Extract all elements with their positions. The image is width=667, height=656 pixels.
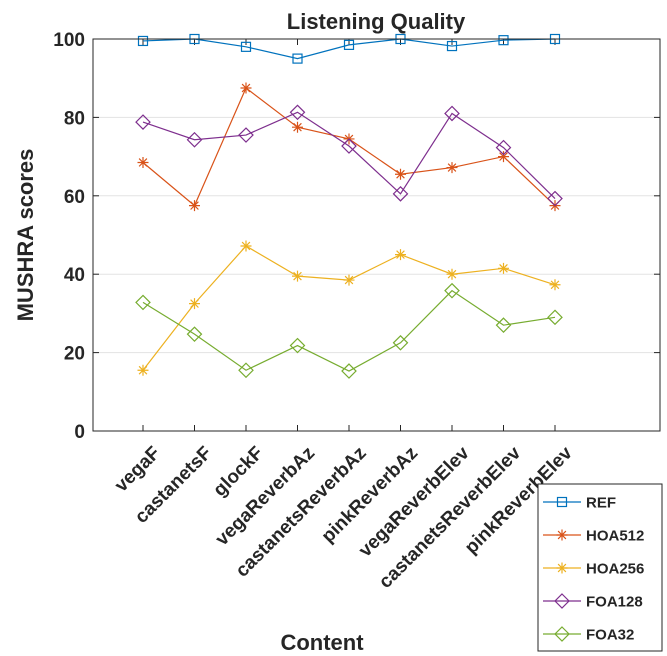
chart-title: Listening Quality (287, 9, 466, 34)
plot-frame (92, 38, 661, 432)
data-point-foa32 (289, 337, 306, 354)
data-point-foa128 (495, 139, 512, 156)
legend-marker (556, 562, 568, 574)
data-point-foa32 (547, 309, 563, 326)
data-point-foa32 (341, 363, 357, 379)
data-point-ref (446, 40, 458, 52)
data-point-foa32 (238, 362, 254, 379)
data-point-foa128 (135, 114, 151, 130)
legend-label: FOA32 (586, 627, 634, 644)
series-line-ref (142, 38, 556, 60)
y-axis-label: MUSHRA scores (13, 149, 38, 322)
data-point-hoa512 (240, 82, 252, 94)
data-point-hoa256 (498, 262, 509, 274)
legend-label: FOA128 (586, 594, 643, 611)
data-point-hoa512 (446, 162, 458, 174)
y-tick-label: 100 (53, 30, 85, 51)
data-point-ref (292, 53, 303, 64)
data-point-foa32 (444, 282, 460, 299)
data-point-hoa256 (292, 270, 303, 282)
x-axis-label: Content (280, 630, 364, 655)
legend-label: REF (586, 495, 616, 512)
data-point-hoa512 (498, 151, 509, 163)
legend-entry: HOA256 (543, 561, 644, 578)
data-point-foa128 (392, 185, 409, 202)
data-point-foa128 (341, 138, 357, 154)
legend-label: HOA256 (586, 561, 644, 578)
y-tick-label: 80 (64, 108, 85, 129)
data-point-hoa256 (240, 240, 252, 252)
legend-marker (556, 496, 568, 508)
data-point-hoa256 (549, 279, 561, 291)
data-point-foa32 (135, 294, 151, 311)
legend-marker (554, 593, 570, 609)
data-point-hoa512 (292, 121, 303, 133)
legend-entry: REF (543, 495, 616, 512)
data-point-hoa512 (189, 200, 200, 212)
data-point-foa128 (238, 127, 254, 143)
series-line-foa32 (142, 289, 556, 372)
y-tick-label: 20 (64, 344, 85, 365)
legend-entry: FOA32 (543, 626, 634, 644)
data-point-foa128 (289, 104, 306, 121)
data-point-foa32 (495, 317, 512, 334)
legend-entry: FOA128 (543, 593, 643, 611)
legend: REF HOA512 HOA256 FOA128 FOA32 (537, 483, 663, 652)
legend-marker (556, 529, 568, 541)
series-lines (135, 33, 563, 379)
data-point-hoa256 (395, 249, 406, 261)
legend-entry: HOA512 (543, 528, 644, 545)
data-point-hoa512 (137, 156, 149, 168)
data-point-ref (240, 41, 252, 52)
series-line-foa128 (142, 111, 556, 199)
data-point-foa32 (392, 334, 409, 351)
y-tick-label: 40 (64, 265, 85, 286)
data-point-foa128 (444, 105, 460, 122)
data-point-hoa256 (189, 298, 200, 310)
y-tick-label: 0 (74, 422, 85, 443)
data-point-foa32 (186, 326, 203, 343)
data-point-ref (498, 35, 509, 46)
series-line-hoa256 (142, 245, 556, 371)
data-point-ref (137, 35, 149, 47)
gridlines (93, 116, 660, 354)
data-point-foa128 (547, 190, 563, 207)
data-point-foa128 (186, 131, 203, 148)
legend-marker (554, 626, 570, 642)
y-tick-label: 60 (64, 187, 85, 208)
data-point-ref (343, 39, 355, 50)
data-point-hoa256 (137, 364, 149, 376)
data-point-hoa512 (395, 168, 406, 180)
legend-label: HOA512 (586, 528, 644, 545)
data-point-hoa256 (343, 274, 355, 286)
data-point-hoa256 (446, 268, 458, 280)
